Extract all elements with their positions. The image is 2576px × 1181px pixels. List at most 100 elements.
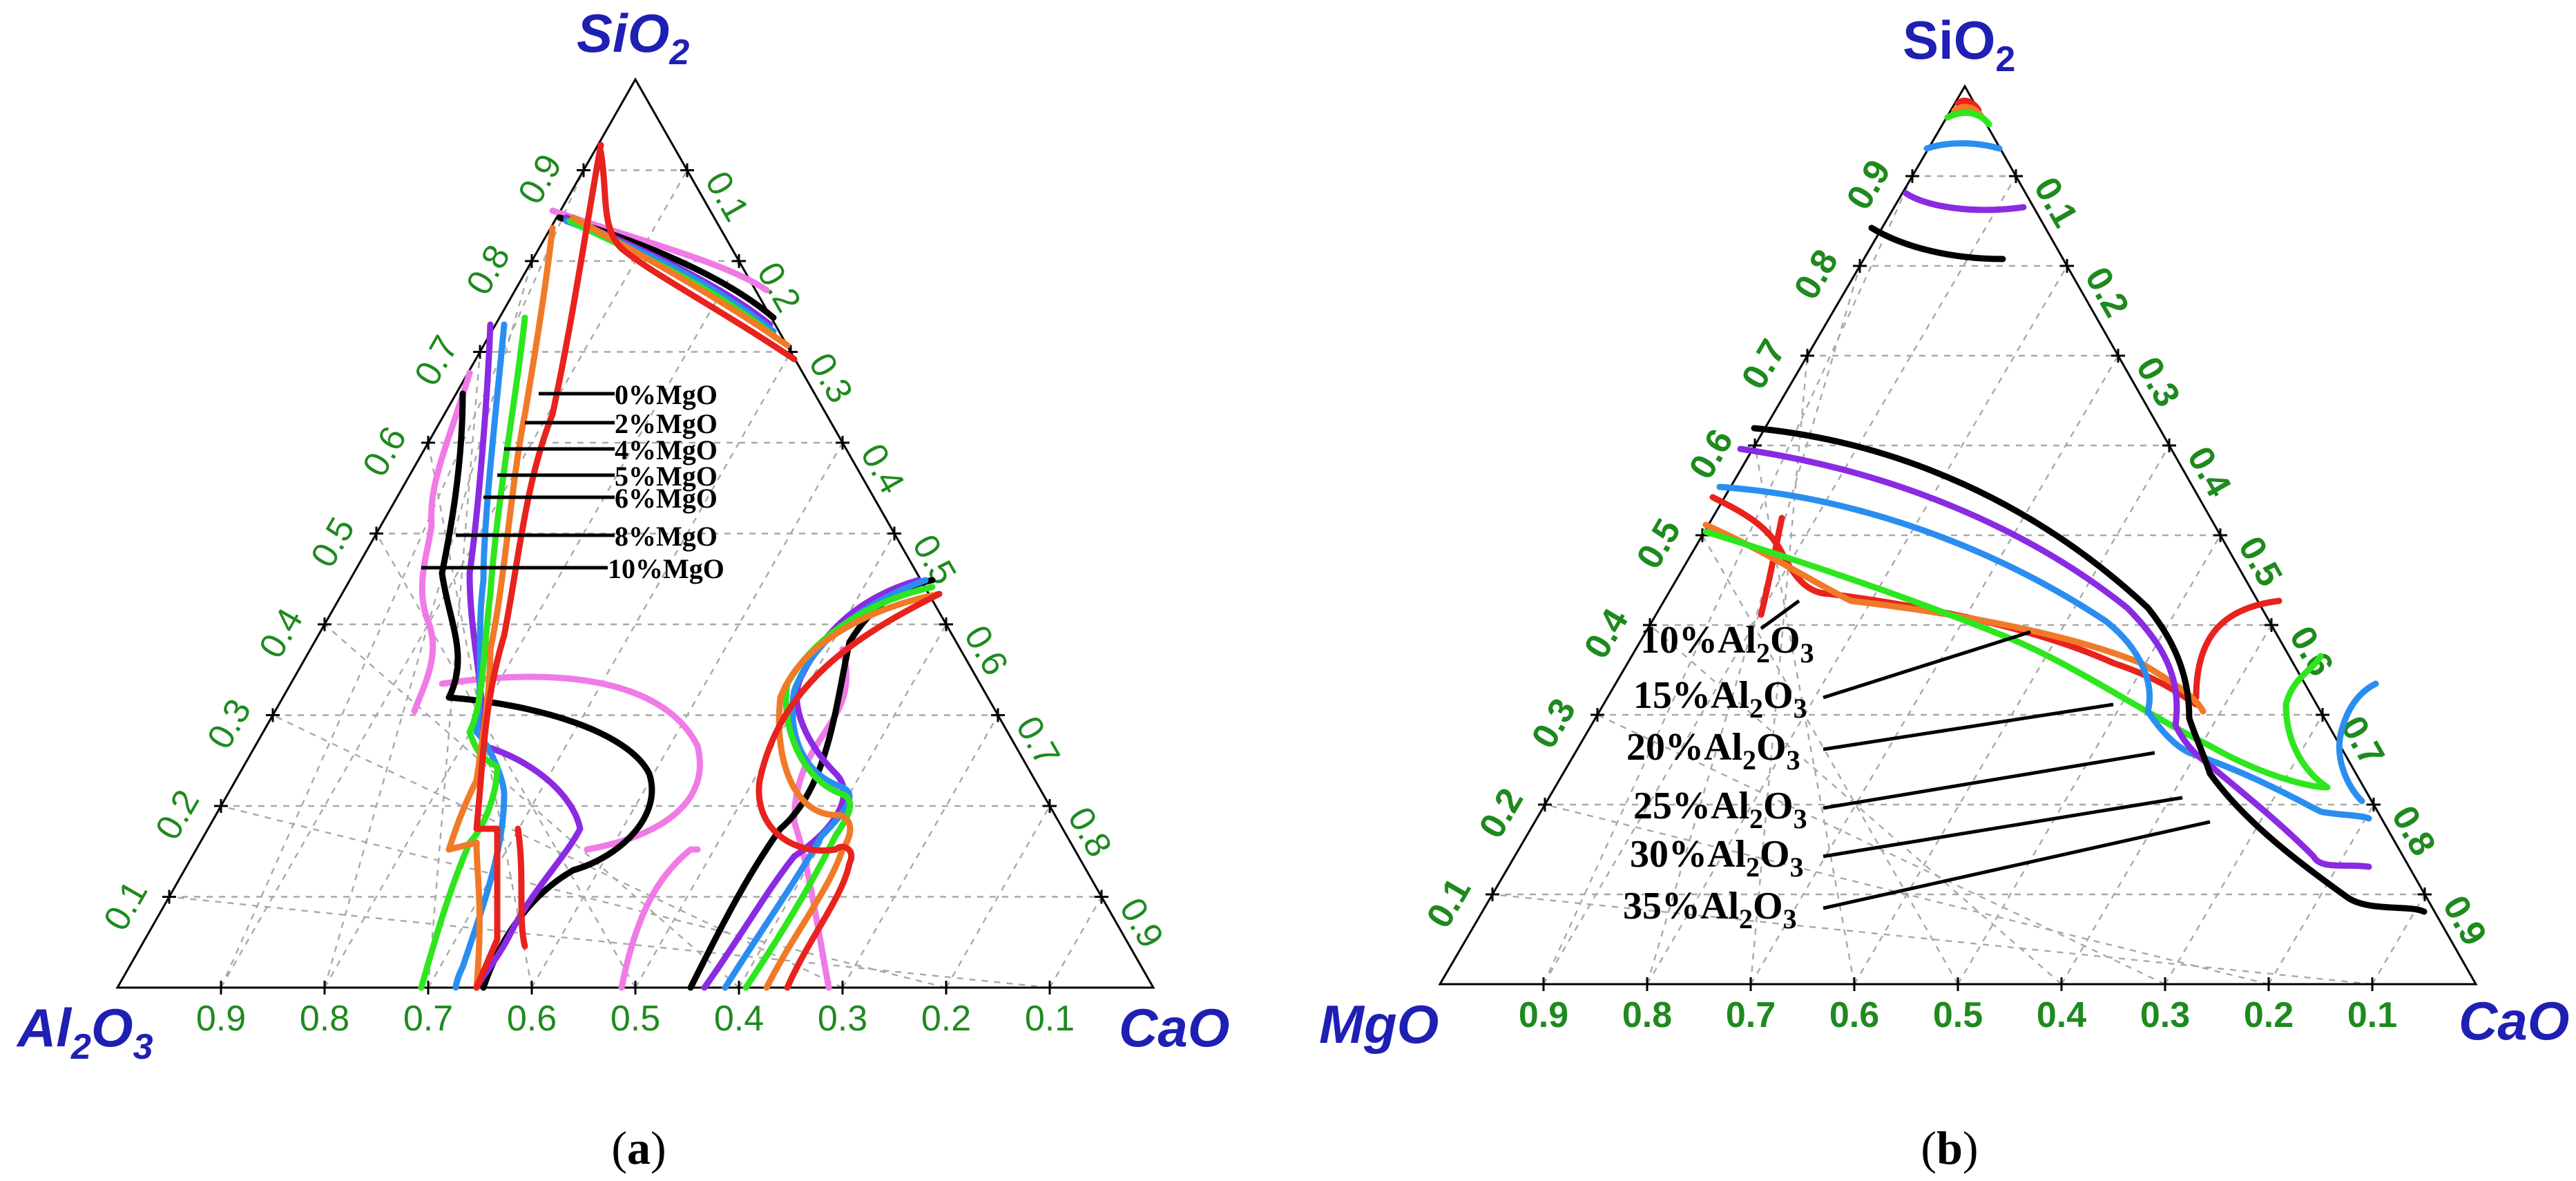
legend-label: 15%Al2O3 [1633, 674, 1807, 724]
tick-label: 0.8 [2384, 799, 2443, 863]
curve-blue [452, 218, 929, 991]
curve-black [439, 214, 936, 991]
tick-label: 0.8 [1622, 995, 1672, 1035]
tick-label: 0.6 [957, 619, 1016, 682]
panel-a-grid [169, 169, 1103, 989]
grid-line [1753, 445, 1856, 985]
tick-label: 0.1 [96, 874, 155, 938]
grid-line [2371, 894, 2426, 985]
tick-label: 0.6 [507, 999, 557, 1039]
grid-line [323, 260, 740, 988]
grid-line [738, 624, 948, 988]
panel-b: 0.9 0.1 0.9 0.8 0.2 0.8 0.7 0.3 0.7 0.6 0.4 0.6 0.5 0… [1319, 10, 2569, 1174]
tick-label: 0.7 [1726, 995, 1776, 1035]
tick-label: 0.2 [921, 999, 971, 1039]
tick-label: 0.9 [1519, 995, 1568, 1035]
legend-label: 2%MgO [615, 408, 718, 439]
tick-label: 0.6 [2282, 620, 2341, 683]
tick-label: 0.9 [1839, 153, 1899, 217]
curve-30-al2o3 [1737, 190, 2372, 870]
tick-label: 0.6 [1829, 995, 1879, 1035]
tick-label: 0.4 [2180, 440, 2239, 503]
tick-label: 0.1 [698, 165, 757, 229]
tick-label: 0.4 [853, 437, 912, 501]
tick-label: 0.9 [2435, 889, 2495, 952]
legend-label: 0%MgO [615, 379, 718, 410]
tick-label: 0.3 [801, 347, 861, 410]
tick-label: 0.4 [1577, 602, 1637, 666]
panel-a-curves [411, 142, 943, 991]
tick-label: 0.8 [300, 999, 349, 1039]
panel-a-vertex-al2o3: Al2O3 [16, 997, 153, 1067]
tick-label: 0.5 [1933, 995, 1983, 1035]
tick-label: 0.4 [714, 999, 764, 1039]
curve-10-al2o3 [1709, 97, 2282, 708]
tick-label: 0.6 [355, 420, 414, 483]
tick-label: 0.1 [2347, 995, 2397, 1035]
curve-35-al2o3 [1751, 224, 2428, 915]
panel-b-vertex-cao: CaO [2459, 990, 2569, 1051]
panel-a-vertex-cao: CaO [1119, 997, 1229, 1058]
tick-label: 0.2 [2077, 260, 2137, 324]
tick-label: 0.7 [403, 999, 453, 1039]
curve-orange [445, 214, 943, 991]
grid-line [2267, 804, 2375, 985]
legend-label: 10%MgO [608, 553, 724, 584]
grid-line [2164, 714, 2324, 985]
legend-label: 5%MgO [615, 461, 718, 492]
legend-label: 25%Al2O3 [1633, 785, 1807, 834]
tick-label: 0.4 [251, 602, 311, 665]
tick-label: 0.8 [459, 238, 518, 302]
grid-line [220, 170, 585, 988]
tick-label: 0.8 [1787, 243, 1847, 307]
grid-line [1649, 624, 2062, 985]
grid-line [1492, 893, 2373, 986]
grid-line [169, 896, 1050, 989]
grid-line [272, 714, 843, 989]
panel-b-triangle [1438, 84, 2478, 986]
tick-label: 0.1 [1025, 999, 1075, 1039]
tick-label: 0.2 [1472, 782, 1532, 845]
grid-line [1646, 265, 2068, 985]
tick-label: 0.5 [611, 999, 660, 1039]
legend-label: 4%MgO [615, 434, 718, 465]
tick-label: 0.4 [2037, 995, 2086, 1035]
grid-line [375, 532, 637, 988]
grid-line [1646, 265, 1861, 985]
tick-label: 0.6 [1682, 423, 1742, 486]
legend-leader-line [1823, 751, 2155, 810]
grid-line [841, 714, 999, 988]
panel-b-vertex-mgo: MgO [1319, 994, 1439, 1055]
tick-label: 0.3 [1524, 692, 1584, 756]
legend-label: 30%Al2O3 [1630, 833, 1804, 883]
legend-leader-line [1823, 630, 2031, 700]
legend-label: 6%MgO [615, 483, 718, 514]
panel-b-grid [1492, 175, 2426, 986]
tick-label: 0.5 [303, 511, 363, 575]
tick-label: 0.3 [2128, 350, 2188, 414]
tick-label: 0.9 [1112, 892, 1171, 955]
legend-label: 8%MgO [615, 521, 718, 552]
legend-leader-line [1823, 796, 2183, 858]
tick-label: 0.7 [407, 329, 466, 393]
legend-leader-line [1760, 599, 1800, 631]
curve-pink [411, 207, 849, 991]
grid-line [220, 169, 689, 988]
tick-label: 0.7 [1734, 333, 1794, 396]
tick-label: 0.5 [2231, 530, 2290, 593]
panel-b-vertex-sio2: SiO2 [1903, 10, 2015, 79]
legend-leader-line [1823, 820, 2211, 910]
tick-label: 0.3 [818, 999, 867, 1039]
panel-a-caption: (a) [611, 1122, 666, 1174]
grid-line [427, 351, 792, 988]
panel-a-vertex-sio2: SiO2 [577, 3, 689, 73]
tick-label: 0.3 [2140, 995, 2190, 1035]
curve-20-al2o3 [1702, 109, 2331, 791]
tick-label: 0.9 [510, 148, 570, 211]
grid-line [1749, 355, 2120, 985]
tick-label: 0.8 [1060, 800, 1119, 864]
tick-label: 0.2 [2244, 995, 2294, 1035]
